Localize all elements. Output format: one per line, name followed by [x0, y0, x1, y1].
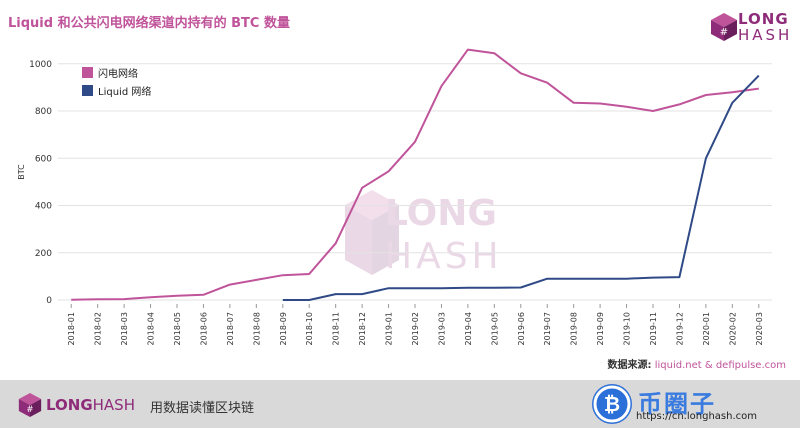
y-tick-label: 600	[35, 154, 52, 164]
x-tick-label: 2018-04	[147, 312, 156, 345]
x-tick-label: 2018-05	[173, 312, 182, 345]
footer-bar: # LONGHASH 用数据读懂区块链 ₿ 币圈子 https://cn.lon…	[0, 380, 800, 428]
x-tick-label: 2018-01	[67, 312, 76, 345]
x-tick-label: 2020-01	[702, 312, 711, 345]
chart-watermark: LONG HASH	[345, 190, 503, 277]
legend-label: 闪电网络	[98, 67, 138, 80]
footer-brand-long: LONG	[46, 396, 93, 414]
x-tick-label: 2019-06	[517, 312, 526, 345]
watermark-hash: HASH	[385, 236, 503, 277]
x-tick-label: 2018-08	[252, 312, 261, 345]
longhash-logo: # LONG HASH	[710, 10, 792, 44]
data-source: 数据来源: liquid.net & defipulse.com	[608, 356, 786, 371]
y-tick-label: 800	[35, 107, 52, 117]
watermark-text: 币圈子	[638, 390, 716, 418]
watermark-long: LONG	[385, 193, 497, 234]
footer-brand: LONGHASH	[46, 396, 135, 414]
legend-label: Liquid 网络	[98, 85, 151, 98]
x-tick-label: 2019-09	[596, 312, 605, 345]
footer-cube-icon: #	[18, 393, 42, 417]
watermark-icon: ₿	[592, 384, 632, 424]
x-tick-label: 2018-07	[226, 312, 235, 345]
longhash-cube-icon: #	[711, 13, 737, 41]
x-tick-label: 2018-10	[305, 312, 314, 345]
x-tick-label: 2020-03	[755, 312, 764, 345]
svg-text:#: #	[26, 405, 33, 415]
chart-series	[71, 48, 760, 301]
x-tick-label: 2019-12	[675, 312, 684, 345]
logo-line2: HASH	[738, 26, 793, 44]
watermark-url: https://cn.longhash.com	[636, 411, 757, 422]
chart-legend: 闪电网络 Liquid 网络	[82, 67, 151, 98]
x-tick-label: 2019-05	[490, 312, 499, 345]
svg-text:#: #	[720, 27, 728, 38]
x-tick-label: 2018-02	[94, 312, 103, 345]
y-axis-label: BTC	[17, 164, 26, 180]
y-tick-label: 1000	[29, 60, 52, 70]
x-tick-label: 2019-01	[385, 312, 394, 345]
x-tick-label: 2018-09	[279, 312, 288, 345]
series-line-0	[71, 48, 759, 301]
x-tick-label: 2018-11	[332, 312, 341, 345]
source-label: 数据来源:	[607, 360, 652, 371]
x-tick-label: 2020-02	[728, 312, 737, 345]
y-axis: 0 200 400 600 800 1000	[29, 60, 52, 306]
x-axis: 2018-01 2018-02 2018-03 2018-04 2018-05 2018-…	[67, 304, 764, 345]
legend-swatch	[82, 85, 93, 96]
series-line-1	[282, 74, 760, 301]
x-tick-label: 2018-12	[358, 312, 367, 345]
x-tick-label: 2018-06	[199, 312, 208, 345]
x-tick-label: 2019-02	[411, 312, 420, 345]
y-tick-label: 0	[46, 296, 52, 306]
x-tick-label: 2019-11	[649, 312, 658, 345]
x-tick-label: 2018-03	[120, 312, 129, 345]
x-tick-label: 2019-08	[570, 312, 579, 345]
y-tick-label: 200	[35, 249, 52, 259]
footer-brand-hash: HASH	[92, 396, 135, 414]
source-value: liquid.net & defipulse.com	[654, 360, 786, 371]
chart-title: Liquid 和公共闪电网络渠道内持有的 BTC 数量	[8, 16, 290, 31]
legend-swatch	[82, 67, 93, 78]
svg-text:₿: ₿	[604, 392, 620, 416]
footer-slogan: 用数据读懂区块链	[150, 401, 255, 416]
logo-line1: LONG	[738, 10, 789, 28]
x-tick-label: 2019-04	[464, 312, 473, 345]
y-tick-label: 400	[35, 202, 52, 212]
x-tick-label: 2019-03	[437, 312, 446, 345]
x-tick-label: 2019-07	[543, 312, 552, 345]
x-tick-label: 2019-10	[623, 312, 632, 345]
